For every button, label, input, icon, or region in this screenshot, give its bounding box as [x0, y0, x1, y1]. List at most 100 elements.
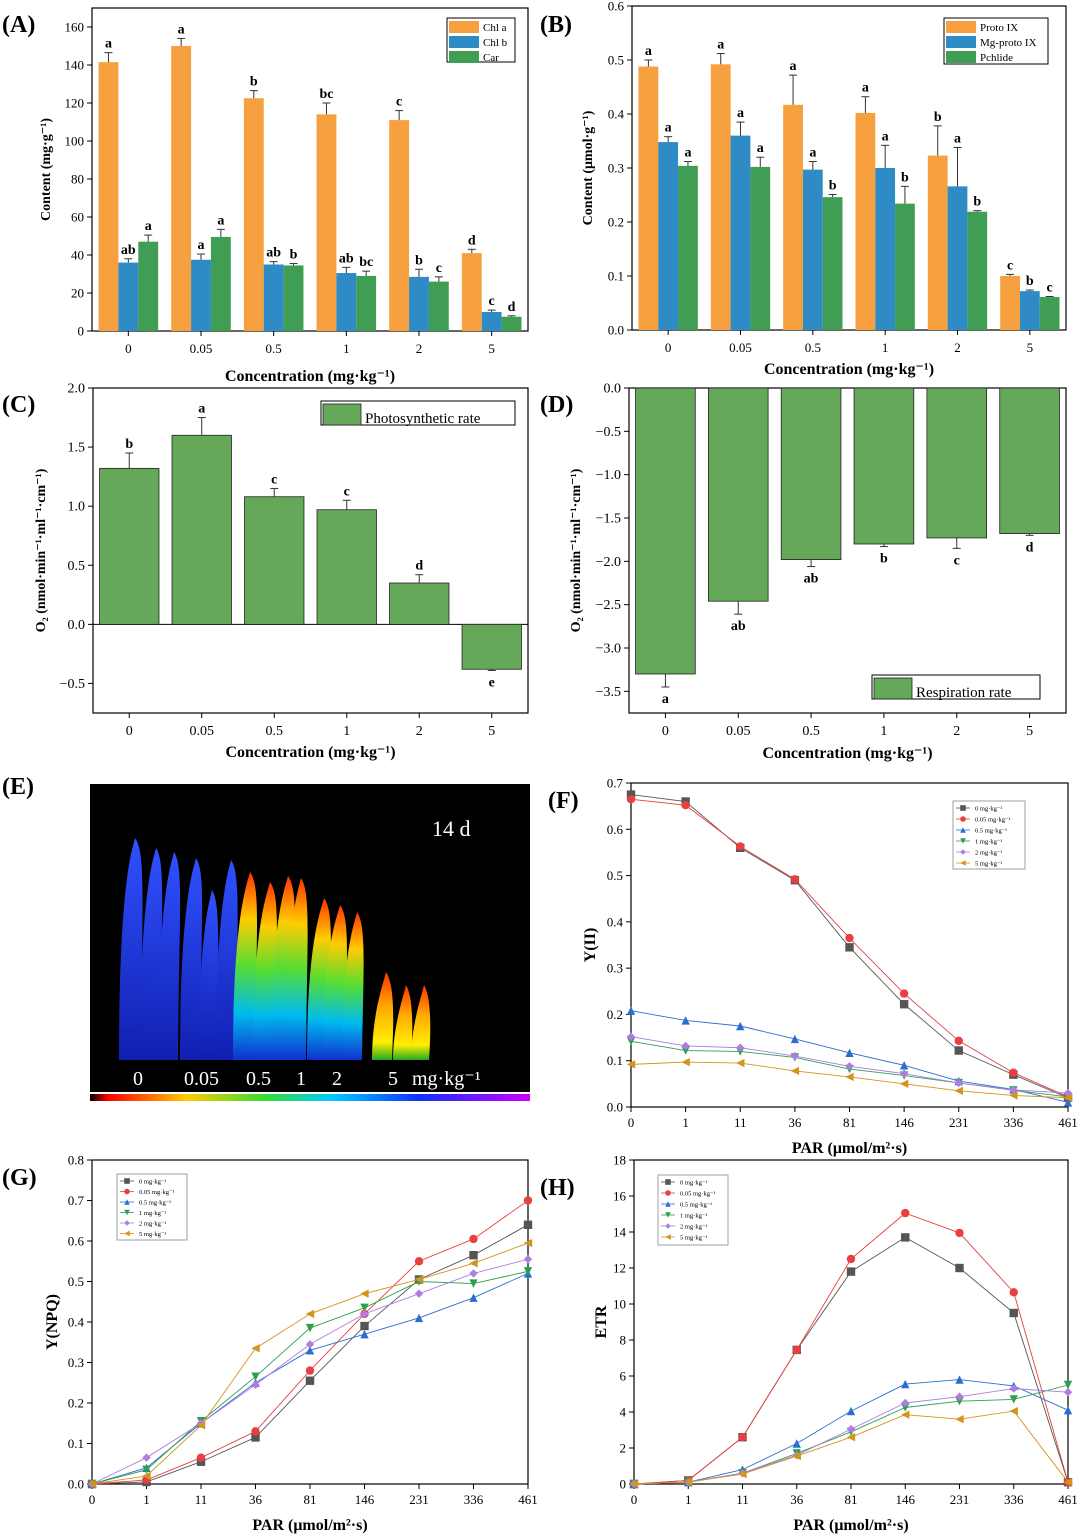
panel-label: (G) [2, 1165, 37, 1191]
x-tick-label: 11 [195, 1492, 208, 1507]
bar [855, 112, 876, 330]
data-point [626, 790, 636, 799]
significance-letter: a [737, 106, 744, 121]
bar [356, 275, 377, 331]
y-tick-label: 160 [65, 20, 85, 35]
x-tick-label: 2 [953, 724, 960, 739]
data-point [846, 1267, 856, 1276]
y-tick-label: −1.5 [596, 512, 621, 527]
plot-frame [628, 387, 1067, 714]
legend-entry: 5 mg·kg⁻¹ [139, 1231, 166, 1238]
bar [999, 387, 1060, 535]
y-tick-label: 100 [65, 134, 85, 149]
chart-panel-C: (C) −0.5 0.0 0.5 1.0 1.5 2.0 O₂ (nmol·min⁻¹·ml⁻… [2, 382, 529, 761]
bar [210, 236, 231, 331]
legend-swatch [946, 21, 976, 33]
bar [875, 168, 896, 330]
plot-frame [92, 387, 529, 714]
data-point [626, 795, 636, 804]
significance-letter: a [882, 129, 889, 144]
x-axis-label: Concentration (mg·kg⁻¹) [764, 361, 934, 378]
legend-entry: 0 mg·kg⁻¹ [975, 806, 1002, 813]
data-point [738, 1433, 747, 1442]
legend-swatch [449, 21, 479, 33]
data-point [792, 1439, 801, 1448]
data-point [1063, 1380, 1073, 1390]
bar [336, 273, 357, 331]
x-tick-label: 36 [790, 1492, 804, 1507]
bar [710, 64, 731, 330]
y-tick-label: 0.3 [608, 161, 624, 176]
data-point [626, 1037, 636, 1046]
data-point [901, 1403, 910, 1412]
y-tick-label: 0 [620, 1477, 627, 1492]
significance-letter: c [271, 472, 277, 487]
data-point [681, 1041, 690, 1051]
data-point [792, 1451, 801, 1461]
bar [244, 496, 305, 625]
data-point [305, 1376, 315, 1385]
bar [263, 264, 284, 331]
data-point [899, 1000, 909, 1009]
y-tick-label: 2 [620, 1441, 627, 1456]
leaf [216, 860, 238, 1060]
legend-entry: 0.5 mg·kg⁻¹ [975, 828, 1007, 835]
significance-letter: a [198, 402, 205, 417]
y-tick-label: 6 [620, 1369, 627, 1384]
legend-marker [665, 1212, 671, 1218]
data-point [846, 1406, 856, 1416]
y-tick-label: 0.1 [68, 1436, 84, 1451]
data-point [899, 1079, 909, 1089]
significance-letter: ab [266, 246, 281, 261]
data-point [305, 1323, 315, 1333]
x-tick-label: 0.5 [802, 724, 820, 739]
bar [635, 387, 696, 675]
x-tick-label: 5 [1027, 340, 1034, 355]
significance-letter: b [125, 437, 133, 452]
significance-letter: a [954, 131, 961, 146]
data-point [1063, 1388, 1073, 1397]
x-tick-label: 0 [125, 341, 132, 356]
y-tick-label: 0.3 [607, 961, 623, 976]
data-point [305, 1346, 315, 1355]
x-tick-label: 0.5 [266, 724, 284, 739]
data-point [1009, 1384, 1018, 1393]
chart-panel-G: (G) 0.0 0.1 0.2 0.3 0.4 0.5 0.6 0.7 0.8 Y(NPQ) PAR … [2, 1153, 538, 1535]
data-point [1009, 1288, 1018, 1297]
legend-marker [665, 1201, 671, 1207]
data-point [251, 1344, 260, 1353]
data-point [523, 1196, 533, 1205]
thermal-image-panel: (E) 14 d 0 0.05 0.5 1 2 5 mg·kg⁻¹ [2, 774, 530, 1101]
x-tick-label: 1 [343, 724, 350, 739]
x-tick-label: 81 [304, 1492, 317, 1507]
y-tick-label: 0 [78, 324, 85, 339]
x-axis-label: Concentration (mg·kg⁻¹) [225, 744, 395, 761]
chart-panel-D: (D) −3.5 −3.0 −2.5 −2.0 −1.5 −1.0 −0.5 0.0 O₂ (nm… [540, 382, 1067, 762]
x-tick-label: 5 [1026, 724, 1033, 739]
x-tick-label: 5 [488, 724, 495, 739]
data-point [1009, 1395, 1018, 1404]
legend-marker [124, 1188, 130, 1195]
leaf [140, 848, 163, 1060]
y-tick-label: 4 [620, 1405, 627, 1420]
conc-label-2: 2 [332, 1068, 342, 1090]
data-point [1009, 1308, 1018, 1318]
bar [481, 312, 502, 331]
data-point [1009, 1068, 1018, 1077]
data-point [1063, 1093, 1073, 1102]
y-tick-label: 18 [613, 1153, 626, 1168]
legend-entry: 1 mg·kg⁻¹ [139, 1210, 166, 1217]
bar [138, 241, 159, 331]
y-tick-label: 10 [613, 1297, 626, 1312]
significance-letter: c [1007, 258, 1013, 273]
x-tick-label: 0 [665, 340, 672, 355]
legend-entry: Chl b [483, 37, 508, 49]
data-point [360, 1329, 369, 1339]
bar [926, 387, 988, 539]
y-tick-label: 0.6 [608, 0, 625, 14]
panel-label-E: (E) [2, 774, 34, 800]
legend-marker [665, 1234, 671, 1240]
legend-marker [124, 1230, 130, 1237]
legend-entry: Pchlide [980, 52, 1013, 64]
y-tick-label: 0.1 [607, 1053, 623, 1068]
